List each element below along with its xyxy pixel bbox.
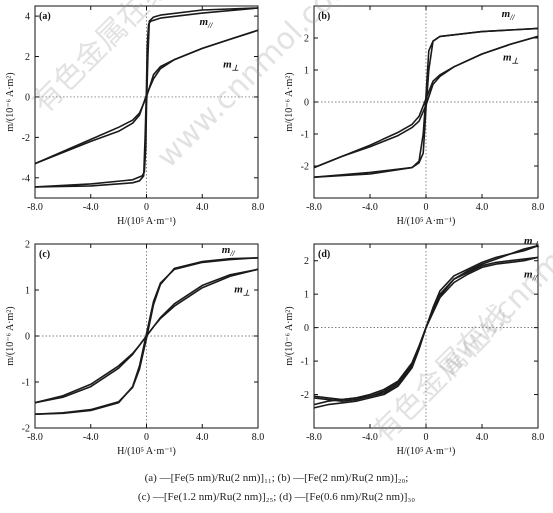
x-tick-label: 0 xyxy=(424,432,429,443)
y-tick-label: -1 xyxy=(301,357,309,368)
x-tick-label: -8.0 xyxy=(27,202,43,213)
series-label-m-perp: m⊥ xyxy=(503,51,519,65)
x-tick-label: 8.0 xyxy=(532,202,545,213)
y-axis-title: m/(10⁻⁶ A·m²) xyxy=(284,72,295,131)
y-axis-title: m/(10⁻⁶ A·m²) xyxy=(284,306,295,365)
series-line-m-parallel xyxy=(34,7,259,188)
panel-label: (a) xyxy=(39,11,51,22)
y-tick-label: 2 xyxy=(25,240,30,251)
y-tick-label: 0 xyxy=(304,323,309,334)
series-label-m-perp: m⊥ xyxy=(234,283,250,297)
x-axis-title: H/(10⁵ A·m⁻¹) xyxy=(397,446,456,457)
series-line-m-parallel xyxy=(313,256,539,406)
series-label-m-parallel: m// xyxy=(199,16,213,30)
x-tick-label: 8.0 xyxy=(252,202,265,213)
x-tick-label: 8.0 xyxy=(532,432,545,443)
x-tick-label: 0 xyxy=(144,432,149,443)
y-tick-label: -2 xyxy=(22,133,30,144)
y-tick-label: -2 xyxy=(301,162,309,173)
panel-label: (d) xyxy=(318,249,330,260)
x-tick-label: 4.0 xyxy=(476,432,489,443)
y-tick-label: 2 xyxy=(304,256,309,267)
series-line-m-parallel xyxy=(34,257,259,415)
y-tick-label: 1 xyxy=(304,290,309,301)
figure-caption-line-1: (a) —[Fe(5 nm)/Ru(2 nm)]₁₁; (b) —[Fe(2 n… xyxy=(144,472,409,484)
y-axis-title: m/(10⁻⁶ A·m²) xyxy=(5,306,16,365)
y-tick-label: 4 xyxy=(25,12,30,23)
y-tick-label: -1 xyxy=(301,130,309,141)
x-tick-label: -4.0 xyxy=(362,202,378,213)
y-tick-label: 0 xyxy=(25,332,30,343)
chart-panel-d: -8.0 -4.0 0 4.0 8.0 -2 -1 0 1 2 H/(10⁵ A·m⁻¹) m/(10… xyxy=(284,235,544,457)
series-label-m-parallel: m// xyxy=(524,268,538,282)
series-label-m-parallel: m// xyxy=(502,8,516,22)
figure-caption-line-2: (c) —[Fe(1.2 nm)/Ru(2 nm)]₂₅; (d) —[Fe(0… xyxy=(137,491,416,503)
series-line-m-perp xyxy=(34,268,259,404)
series-line-m-parallel xyxy=(34,257,259,415)
x-tick-label: 4.0 xyxy=(196,432,209,443)
series-label-m-perp: m⊥ xyxy=(223,59,239,73)
chart-panel-a: -8.0 -4.0 0 4.0 8.0 -4 -2 0 2 4 H/(10⁵ A·m⁻¹) m/(10… xyxy=(5,5,265,227)
panel-label: (c) xyxy=(39,249,50,260)
x-tick-label: 4.0 xyxy=(476,202,489,213)
series-label-m-perp: m⊥ xyxy=(524,235,540,249)
y-tick-label: 2 xyxy=(25,52,30,63)
y-tick-label: 0 xyxy=(25,92,30,103)
x-tick-label: 0 xyxy=(424,202,429,213)
y-tick-label: 0 xyxy=(304,98,309,109)
chart-panel-b: -8.0 -4.0 0 4.0 8.0 -2 -1 0 1 2 H/(10⁵ A·m⁻¹) m/(10… xyxy=(284,5,545,227)
y-tick-label: -4 xyxy=(22,173,30,184)
x-tick-label: -8.0 xyxy=(306,202,322,213)
x-tick-label: -4.0 xyxy=(83,202,99,213)
x-tick-label: -8.0 xyxy=(27,432,43,443)
x-tick-label: -8.0 xyxy=(306,432,322,443)
panel-label: (b) xyxy=(318,11,330,22)
chart-panel-c: -8.0 -4.0 0 4.0 8.0 -2 -1 0 1 2 H/(10⁵ A·m⁻¹) m/(10… xyxy=(5,240,264,458)
series-line-m-parallel xyxy=(313,27,539,178)
y-tick-label: 1 xyxy=(304,66,309,77)
x-axis-title: H/(10⁵ A·m⁻¹) xyxy=(117,446,176,457)
series-line-m-perp xyxy=(34,29,259,165)
series-line-m-perp xyxy=(313,35,539,169)
y-tick-label: 1 xyxy=(25,286,30,297)
y-tick-label: -2 xyxy=(301,390,309,401)
x-axis-title: H/(10⁵ A·m⁻¹) xyxy=(397,216,456,227)
y-tick-label: -1 xyxy=(22,378,30,389)
x-tick-label: 0 xyxy=(144,202,149,213)
y-tick-label: 2 xyxy=(304,34,309,45)
x-axis-title: H/(10⁵ A·m⁻¹) xyxy=(117,216,176,227)
x-tick-label: 8.0 xyxy=(252,432,265,443)
x-tick-label: -4.0 xyxy=(362,432,378,443)
series-label-m-parallel: m// xyxy=(222,244,236,258)
x-tick-label: 4.0 xyxy=(196,202,209,213)
y-axis-title: m/(10⁻⁶ A·m²) xyxy=(5,72,16,131)
x-tick-label: -4.0 xyxy=(83,432,99,443)
y-tick-label: -2 xyxy=(22,424,30,435)
